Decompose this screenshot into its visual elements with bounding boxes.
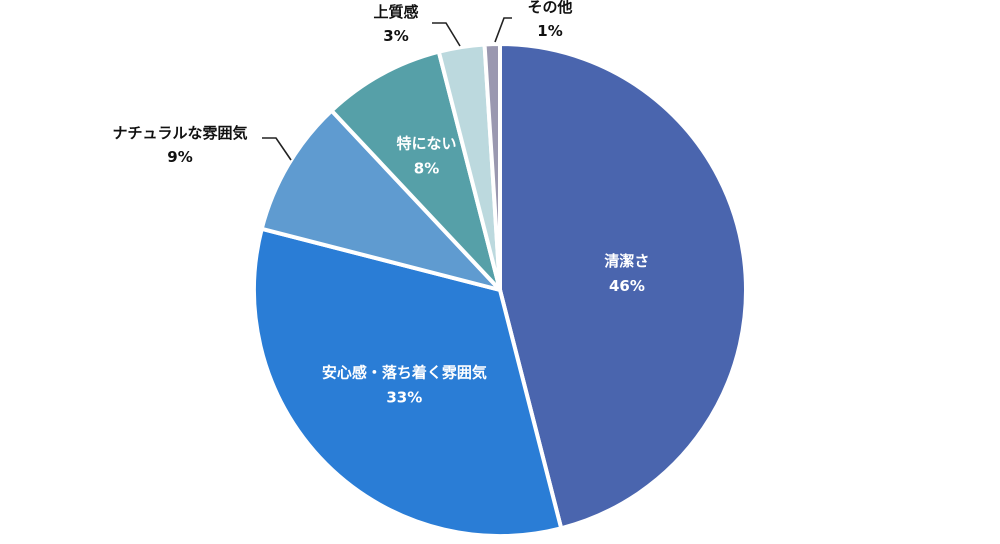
leader-line	[262, 137, 292, 161]
slice-label: その他	[527, 0, 572, 16]
slice-value-label: 3%	[383, 27, 408, 45]
slice-value-label: 8%	[414, 159, 439, 177]
slices-layer	[252, 42, 748, 538]
slice-label: 清潔さ	[604, 252, 649, 270]
pie-slice	[482, 42, 502, 292]
leader-line	[432, 22, 461, 47]
pie-slice	[329, 49, 502, 292]
slice-value-label: 9%	[167, 148, 192, 166]
leader-line	[494, 17, 512, 43]
slice-label: 特にない	[397, 134, 457, 152]
slice-value-label: 1%	[537, 22, 562, 40]
pie-slice	[259, 108, 502, 292]
pie-slice	[498, 42, 748, 531]
slice-label: ナチュラルな雰囲気	[112, 124, 247, 142]
slice-label: 安心感・落ち着く雰囲気	[322, 364, 487, 382]
pie-slice	[252, 226, 564, 538]
slice-value-label: 46%	[609, 277, 645, 295]
slice-value-label: 33%	[386, 389, 422, 407]
leader-lines-layer	[262, 17, 512, 161]
labels-layer: 清潔さ 46% 安心感・落ち着く雰囲気 33% ナチュラルな雰囲気 9% 特にない 8% 上質感…	[112, 0, 649, 407]
slice-label: 上質感	[373, 3, 418, 21]
